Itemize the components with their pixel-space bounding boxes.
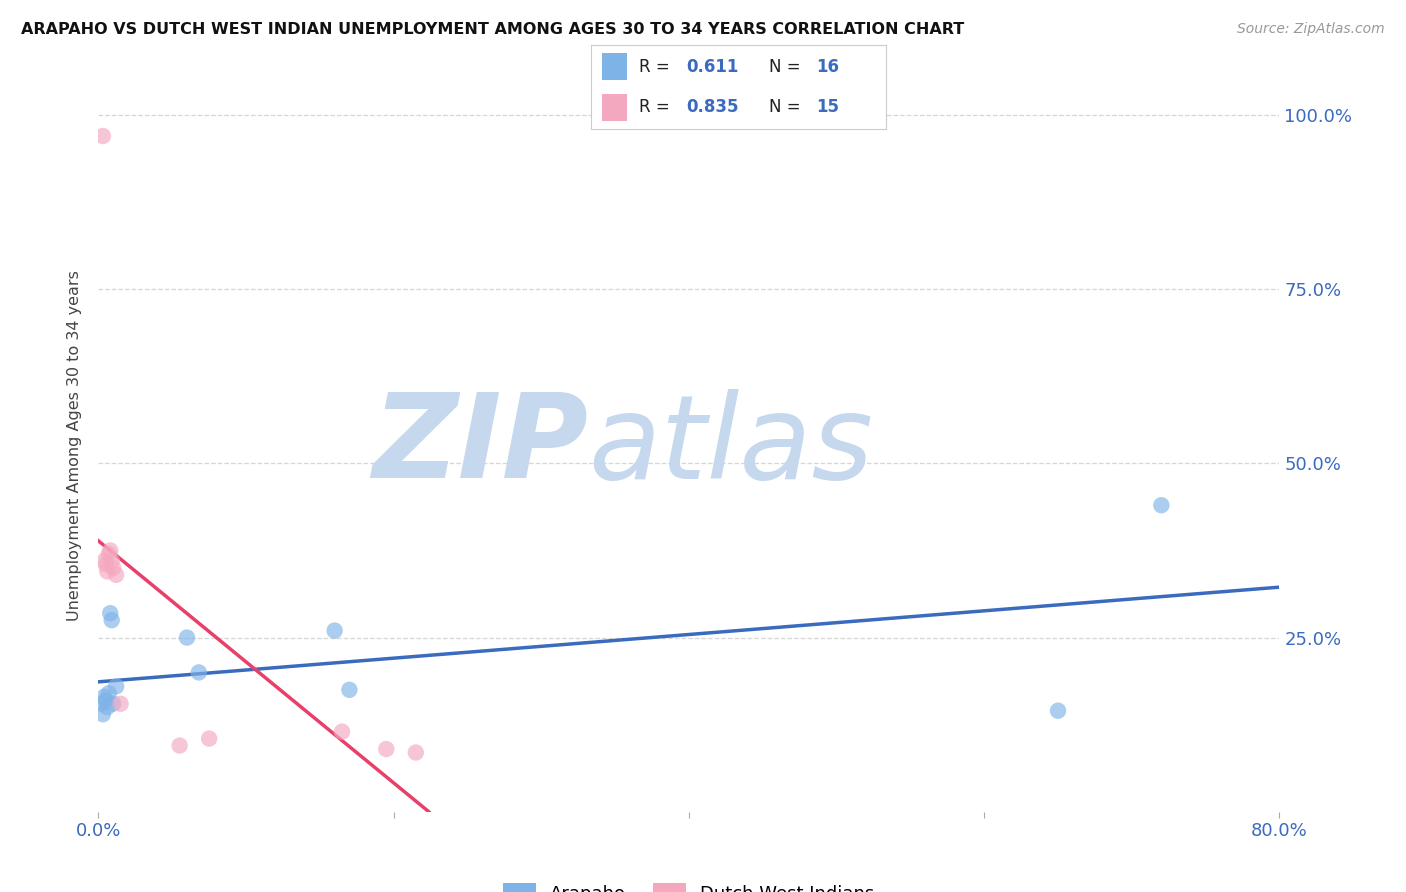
Text: Source: ZipAtlas.com: Source: ZipAtlas.com — [1237, 22, 1385, 37]
Point — [339, 682, 360, 697]
Point — [100, 554, 122, 568]
Text: R =: R = — [640, 98, 675, 116]
Point — [330, 724, 353, 739]
Point — [100, 613, 122, 627]
Y-axis label: Unemployment Among Ages 30 to 34 years: Unemployment Among Ages 30 to 34 years — [67, 270, 83, 622]
Point — [93, 690, 115, 704]
Point — [91, 128, 114, 143]
Point — [93, 554, 115, 568]
Point — [103, 697, 125, 711]
Point — [187, 665, 209, 680]
Text: N =: N = — [769, 98, 806, 116]
Point — [94, 558, 117, 572]
FancyBboxPatch shape — [602, 94, 627, 120]
Text: 0.835: 0.835 — [686, 98, 740, 116]
Point — [1046, 704, 1069, 718]
Text: 15: 15 — [817, 98, 839, 116]
Point — [176, 631, 198, 645]
Text: ARAPAHO VS DUTCH WEST INDIAN UNEMPLOYMENT AMONG AGES 30 TO 34 YEARS CORRELATION : ARAPAHO VS DUTCH WEST INDIAN UNEMPLOYMEN… — [21, 22, 965, 37]
FancyBboxPatch shape — [602, 54, 627, 80]
Point — [97, 686, 120, 700]
Point — [110, 697, 132, 711]
Point — [97, 547, 120, 561]
Text: 16: 16 — [817, 58, 839, 76]
Text: R =: R = — [640, 58, 675, 76]
Text: atlas: atlas — [589, 389, 873, 503]
Point — [98, 606, 121, 620]
Point — [169, 739, 191, 753]
Point — [90, 697, 112, 711]
Point — [1150, 498, 1173, 512]
Legend: Arapaho, Dutch West Indians: Arapaho, Dutch West Indians — [496, 876, 882, 892]
Point — [96, 565, 118, 579]
Text: N =: N = — [769, 58, 806, 76]
Point — [103, 561, 125, 575]
Point — [198, 731, 221, 746]
Point — [405, 746, 427, 760]
Point — [323, 624, 346, 638]
Point — [105, 679, 128, 693]
Text: 0.611: 0.611 — [686, 58, 740, 76]
Point — [105, 567, 128, 582]
Point — [94, 693, 117, 707]
Point — [98, 543, 121, 558]
Point — [91, 707, 114, 722]
Point — [375, 742, 398, 756]
Text: ZIP: ZIP — [373, 389, 589, 503]
Point — [96, 700, 118, 714]
